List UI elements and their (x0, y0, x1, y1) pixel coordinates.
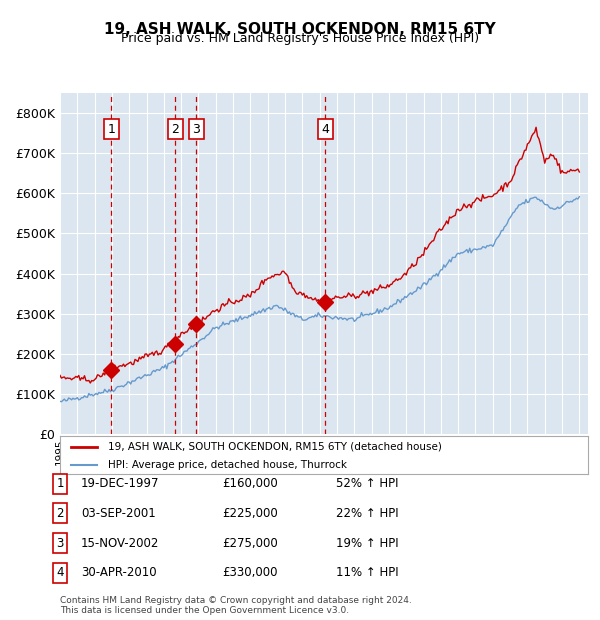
Text: 19-DEC-1997: 19-DEC-1997 (81, 477, 160, 490)
Text: 4: 4 (322, 123, 329, 136)
Text: 11% ↑ HPI: 11% ↑ HPI (336, 567, 398, 579)
Text: 2: 2 (172, 123, 179, 136)
Text: 19% ↑ HPI: 19% ↑ HPI (336, 537, 398, 549)
Text: 1: 1 (56, 477, 64, 490)
Text: 30-APR-2010: 30-APR-2010 (81, 567, 157, 579)
Text: 2: 2 (56, 507, 64, 520)
Text: Price paid vs. HM Land Registry's House Price Index (HPI): Price paid vs. HM Land Registry's House … (121, 32, 479, 45)
Text: 22% ↑ HPI: 22% ↑ HPI (336, 507, 398, 520)
Text: £275,000: £275,000 (222, 537, 278, 549)
Text: £330,000: £330,000 (222, 567, 277, 579)
Text: HPI: Average price, detached house, Thurrock: HPI: Average price, detached house, Thur… (107, 459, 347, 470)
Text: 3: 3 (193, 123, 200, 136)
Text: 1: 1 (107, 123, 115, 136)
Text: 3: 3 (56, 537, 64, 549)
Text: 52% ↑ HPI: 52% ↑ HPI (336, 477, 398, 490)
Text: 03-SEP-2001: 03-SEP-2001 (81, 507, 156, 520)
Text: 15-NOV-2002: 15-NOV-2002 (81, 537, 160, 549)
Text: 19, ASH WALK, SOUTH OCKENDON, RM15 6TY (detached house): 19, ASH WALK, SOUTH OCKENDON, RM15 6TY (… (107, 441, 442, 451)
Text: £160,000: £160,000 (222, 477, 278, 490)
Text: 19, ASH WALK, SOUTH OCKENDON, RM15 6TY: 19, ASH WALK, SOUTH OCKENDON, RM15 6TY (104, 22, 496, 37)
Text: £225,000: £225,000 (222, 507, 278, 520)
Text: Contains HM Land Registry data © Crown copyright and database right 2024.
This d: Contains HM Land Registry data © Crown c… (60, 596, 412, 615)
Text: 4: 4 (56, 567, 64, 579)
